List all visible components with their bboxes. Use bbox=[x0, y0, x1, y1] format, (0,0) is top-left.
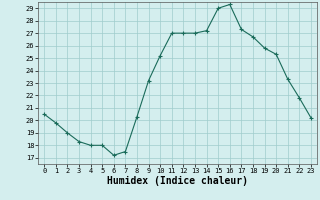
X-axis label: Humidex (Indice chaleur): Humidex (Indice chaleur) bbox=[107, 176, 248, 186]
